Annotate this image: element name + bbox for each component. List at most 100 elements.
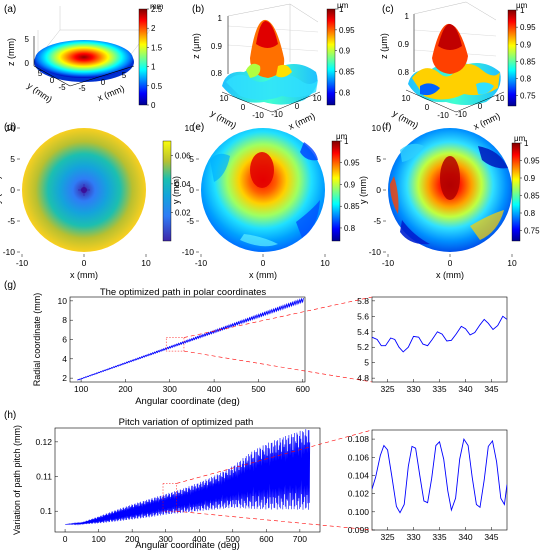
colorbar-tick-4-3: 0.85 [344, 202, 360, 211]
ylabel-b: y (mm) [209, 108, 238, 131]
xtick-b-1: 0 [295, 102, 300, 111]
ytick-hz-5: 0.108 [348, 434, 370, 444]
colorbar-f [511, 142, 521, 242]
axes-f: -10 0 10 10 5 0 -5 -10 x (mm) y (mm) [358, 123, 517, 280]
xtick-hz-1: 330 [406, 532, 420, 542]
ztick-c-0: 1 [405, 12, 410, 21]
xtick-g-5: 600 [296, 384, 310, 394]
series-zoom-g [372, 315, 507, 353]
axes-frame-h [54, 427, 321, 533]
xtick-gz-3: 340 [458, 384, 472, 394]
panel-letter-4: (e) [192, 122, 204, 133]
ytick-b-2: -10 [252, 111, 264, 120]
xtick-gz-1: 330 [406, 384, 420, 394]
xtick-5-1: 0 [448, 258, 453, 268]
axes-frame-gz [371, 296, 508, 383]
panel-e: μm 1 0.95 0.9 0.85 0.8 -10 0 10 10 5 0 -5 -10 x (mm)… [171, 123, 360, 280]
xtick-h-4: 400 [192, 534, 206, 544]
xtick-gz-2: 335 [432, 384, 446, 394]
ytick-h-0: 0.1 [40, 506, 52, 516]
xtick-4-2: 10 [320, 258, 330, 268]
surface-a [35, 40, 133, 78]
colorbar-tick-2-4: 0.8 [520, 75, 532, 84]
plot-h: 0 100 200 300 400 500 600 700 0.1 0.11 0.12 Angular… [12, 425, 321, 550]
colorbar-tick-5-4: 0.8 [524, 209, 536, 218]
colorbar-tick-1-2: 0.9 [339, 47, 351, 56]
ylabel-g: Radial coordinate (mm) [32, 293, 42, 387]
plot-g-zoom: 325 330 335 340 345 4.8 5 5.2 5.4 5.6 5.8 [357, 296, 508, 394]
ytick-gz-5: 5.8 [357, 296, 369, 306]
ztick-b-1: 0.9 [211, 42, 223, 51]
ytick-g-1: 4 [62, 354, 67, 364]
colorbar-tick-2-5: 0.75 [520, 92, 536, 101]
xtick-gz-4: 345 [484, 384, 498, 394]
xlabel-b: x (mm) [287, 111, 317, 132]
panel-letter-7: (h) [4, 410, 16, 421]
xtick-5-2: 10 [507, 258, 517, 268]
xlabel-h: Angular coordinate (deg) [135, 540, 240, 550]
ytick-hz-2: 0.102 [348, 489, 370, 499]
colorbar-c [507, 9, 517, 107]
series-path-h [65, 429, 311, 526]
colorbar-d-ticks: 0.06 0.04 0.02 [171, 151, 191, 217]
title-h: Pitch variation of optimized path [119, 417, 254, 428]
colorbar-e [331, 140, 341, 242]
ytick-b-1: 0 [241, 103, 246, 112]
ytick-hz-4: 0.106 [348, 452, 370, 462]
colorbar-tick-5-1: 0.95 [524, 157, 540, 166]
colorbar-b [326, 8, 336, 106]
ytick-5-1: 5 [376, 154, 381, 164]
ylabel-c: y (mm) [391, 108, 420, 131]
colorbar-tick-1-1: 0.95 [339, 26, 355, 35]
zlabel-b: z (μm) [191, 33, 201, 59]
panel-h: Pitch variation of optimized path 0 100 20… [12, 417, 508, 550]
colorbar-e-ticks: 1 0.95 0.9 0.85 0.8 [340, 137, 360, 233]
xtick-h-0: 0 [63, 534, 68, 544]
panel-c: z (μm) 1 0.9 0.8 10 0 -10 y (mm) -10 0 1… [379, 1, 536, 132]
xtick-h-5: 500 [226, 534, 240, 544]
ytick-c-0: 10 [402, 94, 411, 103]
panel-letter-1: (b) [192, 4, 204, 15]
ytick-hz-3: 0.104 [348, 470, 370, 480]
xlabel-g: Angular coordinate (deg) [135, 396, 240, 407]
ytick-a-1: 0 [50, 76, 55, 85]
colorbar-tick-1-4: 0.8 [339, 88, 351, 97]
colorbar-f-unit: μm [514, 134, 526, 143]
xtick-3-1: 0 [82, 258, 87, 268]
colorbar-tick-2-0: 1 [520, 6, 525, 15]
ytick-gz-3: 5.4 [357, 327, 369, 337]
ytick-5-2: 0 [376, 185, 381, 195]
ztick-b-2: 0.8 [211, 69, 223, 78]
ztick-a-1: 5 [25, 35, 30, 44]
colorbar-tick-4-0: 1 [344, 137, 349, 146]
xtick-g-2: 300 [163, 384, 177, 394]
zoom-box-h [162, 483, 177, 512]
zoom-connectors-h [176, 429, 373, 531]
ytick-h-1: 0.11 [36, 472, 52, 482]
ytick-b-0: 10 [220, 94, 229, 103]
zlabel-a: z (mm) [6, 38, 16, 66]
map-e [201, 128, 325, 252]
ytick-4-1: 5 [189, 154, 194, 164]
xtick-h-6: 600 [259, 534, 273, 544]
plot-g: 100 200 300 400 500 600 2 4 6 8 10 Angular coordina… [32, 293, 310, 407]
ylabel-3: y (mm) [0, 176, 2, 204]
zoom-connectors-g [183, 296, 373, 383]
axes-e: -10 0 10 10 5 0 -5 -10 x (mm) y (mm) [171, 123, 330, 280]
xtick-h-7: 700 [293, 534, 307, 544]
axes-d: -10 0 10 10 5 0 -5 -10 x (mm) y (mm) [0, 123, 151, 280]
xtick-4-1: 0 [261, 258, 266, 268]
series-zoom-h [372, 437, 507, 514]
colorbar-tick-3-1: 0.04 [175, 180, 191, 189]
xtick-g-0: 100 [74, 384, 88, 394]
ytick-4-4: -10 [182, 247, 195, 257]
colorbar-a-ticks: 2.5 2 1.5 1 0.5 0 [147, 5, 163, 110]
ytick-a-2: -5 [58, 83, 66, 92]
surface-c-peak-top [438, 23, 462, 50]
ytick-5-0: 10 [372, 123, 382, 133]
panel-letter-6: (g) [4, 280, 16, 291]
surface-b-peak-top [256, 20, 278, 48]
panel-b: z (μm) 1 0.9 0.8 10 0 -10 y (mm) -10 0 1… [191, 1, 355, 132]
xlabel-4: x (mm) [249, 270, 277, 280]
